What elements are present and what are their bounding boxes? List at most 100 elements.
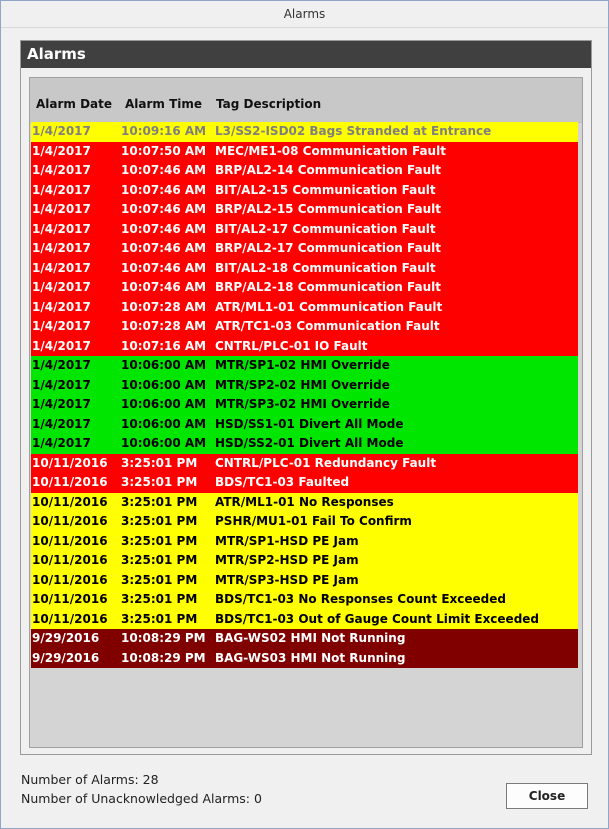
alarm-time: 10:07:28 AM	[121, 319, 207, 333]
alarm-row[interactable]: 1/4/2017 10:07:50 AM MEC/ME1-08 Communicat…	[31, 141, 578, 161]
alarm-row[interactable]: 10/11/2016 3:25:01 PM MTR/SP3-HSD PE Jam	[31, 570, 578, 590]
alarm-row[interactable]: 1/4/2017 10:06:00 AM MTR/SP3-02 HMI Overri…	[31, 395, 578, 415]
alarm-description: BAG-WS03 HMI Not Running	[215, 650, 406, 665]
alarm-row[interactable]: 1/4/2017 10:07:46 AM BIT/AL2-15 Communicat…	[31, 180, 578, 200]
alarm-row[interactable]: 1/4/2017 10:07:28 AM ATR/ML1-01 Communicat…	[31, 297, 578, 317]
alarm-description: CNTRL/PLC-01 Redundancy Fault	[215, 455, 437, 470]
alarm-date: 1/4/2017	[32, 416, 91, 431]
alarm-description: BRP/AL2-15 Communication Fault	[215, 202, 441, 216]
alarm-date: 9/29/2016	[32, 650, 100, 665]
alarm-row[interactable]: 9/29/2016 10:08:29 PM BAG-WS02 HMI Not Run…	[31, 629, 578, 649]
alarm-row[interactable]: 1/4/2017 10:07:46 AM BIT/AL2-18 Communicat…	[31, 258, 578, 278]
alarm-row[interactable]: 10/11/2016 3:25:01 PM MTR/SP2-HSD PE Jam	[31, 551, 578, 571]
alarm-time: 3:25:01 PM	[121, 611, 198, 626]
alarm-row[interactable]: 10/11/2016 3:25:01 PM CNTRL/PLC-01 Redunda…	[31, 453, 578, 473]
alarm-date: 1/4/2017	[32, 319, 91, 333]
alarm-time: 10:07:46 AM	[121, 202, 207, 216]
alarm-row[interactable]: 10/11/2016 3:25:01 PM BDS/TC1-03 Out of Ga…	[31, 609, 578, 629]
column-header-description[interactable]: Tag Description	[216, 97, 322, 111]
column-header-time[interactable]: Alarm Time	[125, 97, 203, 111]
alarm-time: 10:07:46 AM	[121, 280, 207, 294]
alarm-description: L3/SS2-ISD02 Bags Stranded at Entrance	[215, 124, 492, 138]
alarm-time: 10:09:16 AM	[121, 124, 207, 138]
alarm-row[interactable]: 1/4/2017 10:07:46 AM BRP/AL2-17 Communicat…	[31, 239, 578, 259]
alarm-date: 10/11/2016	[32, 494, 108, 509]
alarm-row[interactable]: 1/4/2017 10:06:00 AM HSD/SS2-01 Divert All…	[31, 434, 578, 454]
alarm-row[interactable]: 1/4/2017 10:07:16 AM CNTRL/PLC-01 IO Fault	[31, 336, 578, 356]
alarm-row[interactable]: 1/4/2017 10:09:16 AM L3/SS2-ISD02 Bags Str…	[31, 122, 578, 142]
grid-header: Alarm Date Alarm Time Tag Description	[30, 78, 582, 123]
alarm-date: 10/11/2016	[32, 455, 108, 470]
alarm-row[interactable]: 1/4/2017 10:06:00 AM MTR/SP2-02 HMI Overri…	[31, 375, 578, 395]
alarm-date: 1/4/2017	[32, 397, 91, 411]
alarm-row[interactable]: 9/29/2016 10:08:29 PM BAG-WS03 HMI Not Run…	[31, 648, 578, 668]
alarm-row[interactable]: 1/4/2017 10:07:46 AM BRP/AL2-18 Communicat…	[31, 278, 578, 298]
alarm-row[interactable]: 10/11/2016 3:25:01 PM BDS/TC1-03 Faulted	[31, 473, 578, 493]
alarm-date: 1/4/2017	[32, 124, 91, 138]
alarm-row[interactable]: 1/4/2017 10:06:00 AM MTR/SP1-02 HMI Overri…	[31, 356, 578, 376]
alarm-date: 1/4/2017	[32, 299, 91, 314]
alarm-description: HSD/SS1-01 Divert All Mode	[215, 416, 404, 431]
alarm-date: 1/4/2017	[32, 202, 91, 216]
alarm-time: 3:25:01 PM	[121, 533, 198, 548]
alarm-time: 10:06:00 AM	[121, 377, 207, 392]
alarm-time: 3:25:01 PM	[121, 592, 198, 606]
alarm-date: 1/4/2017	[32, 241, 91, 255]
alarm-description: CNTRL/PLC-01 IO Fault	[215, 338, 368, 353]
alarm-description: BDS/TC1-03 Faulted	[215, 475, 350, 489]
alarms-panel: Alarms Alarm Date Alarm Time Tag Descrip…	[20, 40, 592, 755]
alarm-description: BAG-WS02 HMI Not Running	[215, 631, 406, 645]
alarm-row[interactable]: 1/4/2017 10:07:46 AM BIT/AL2-17 Communicat…	[31, 219, 578, 239]
alarm-description: MTR/SP1-HSD PE Jam	[215, 533, 359, 548]
alarm-time: 10:08:29 PM	[121, 631, 206, 645]
alarm-description: BIT/AL2-15 Communication Fault	[215, 182, 436, 197]
alarm-time: 3:25:01 PM	[121, 494, 198, 509]
alarm-date: 10/11/2016	[32, 611, 108, 626]
alarm-description: MTR/SP1-02 HMI Override	[215, 358, 390, 372]
column-header-date[interactable]: Alarm Date	[36, 97, 113, 111]
alarm-description: MTR/SP3-HSD PE Jam	[215, 572, 359, 587]
alarm-time: 3:25:01 PM	[121, 475, 198, 489]
close-button[interactable]: Close	[506, 783, 588, 809]
alarm-description: MTR/SP3-02 HMI Override	[215, 397, 390, 411]
alarm-description: MEC/ME1-08 Communication Fault	[215, 143, 446, 158]
alarm-grid[interactable]: Alarm Date Alarm Time Tag Description 1/…	[29, 77, 583, 748]
alarm-date: 1/4/2017	[32, 182, 91, 197]
alarm-time: 10:07:46 AM	[121, 260, 207, 275]
alarm-date: 1/4/2017	[32, 221, 91, 236]
alarm-date: 1/4/2017	[32, 377, 91, 392]
alarm-date: 10/11/2016	[32, 572, 108, 587]
alarm-row[interactable]: 10/11/2016 3:25:01 PM PSHR/MU1-01 Fail To …	[31, 512, 578, 532]
alarm-row[interactable]: 1/4/2017 10:06:00 AM HSD/SS1-01 Divert All…	[31, 414, 578, 434]
alarm-row[interactable]: 10/11/2016 3:25:01 PM BDS/TC1-03 No Respon…	[31, 590, 578, 610]
alarm-date: 10/11/2016	[32, 475, 108, 489]
alarm-date: 1/4/2017	[32, 358, 91, 372]
alarm-time: 10:07:46 AM	[121, 163, 207, 177]
alarm-count: Number of Alarms: 28	[21, 772, 159, 787]
alarm-time: 10:06:00 AM	[121, 358, 207, 372]
alarm-description: BRP/AL2-17 Communication Fault	[215, 241, 441, 255]
alarm-time: 10:07:50 AM	[121, 143, 207, 158]
alarm-time: 10:07:46 AM	[121, 182, 207, 197]
alarm-time: 10:07:46 AM	[121, 241, 207, 255]
alarm-time: 10:06:00 AM	[121, 436, 207, 450]
alarm-row[interactable]: 1/4/2017 10:07:46 AM BRP/AL2-14 Communicat…	[31, 161, 578, 181]
unacknowledged-count: Number of Unacknowledged Alarms: 0	[21, 791, 262, 806]
alarm-row[interactable]: 1/4/2017 10:07:28 AM ATR/TC1-03 Communicat…	[31, 317, 578, 337]
alarm-date: 1/4/2017	[32, 436, 91, 450]
alarm-row[interactable]: 10/11/2016 3:25:01 PM ATR/ML1-01 No Respon…	[31, 492, 578, 512]
alarm-date: 1/4/2017	[32, 280, 91, 294]
alarm-description: BIT/AL2-17 Communication Fault	[215, 221, 436, 236]
alarm-time: 10:07:46 AM	[121, 221, 207, 236]
alarm-date: 1/4/2017	[32, 338, 91, 353]
alarm-description: HSD/SS2-01 Divert All Mode	[215, 436, 404, 450]
alarm-description: BDS/TC1-03 No Responses Count Exceeded	[215, 592, 506, 606]
alarm-description: BRP/AL2-14 Communication Fault	[215, 163, 441, 177]
alarm-date: 10/11/2016	[32, 533, 108, 548]
alarm-row[interactable]: 10/11/2016 3:25:01 PM MTR/SP1-HSD PE Jam	[31, 531, 578, 551]
alarm-time: 3:25:01 PM	[121, 455, 198, 470]
alarm-time: 3:25:01 PM	[121, 572, 198, 587]
alarm-time: 10:08:29 PM	[121, 650, 206, 665]
alarm-row[interactable]: 1/4/2017 10:07:46 AM BRP/AL2-15 Communicat…	[31, 200, 578, 220]
